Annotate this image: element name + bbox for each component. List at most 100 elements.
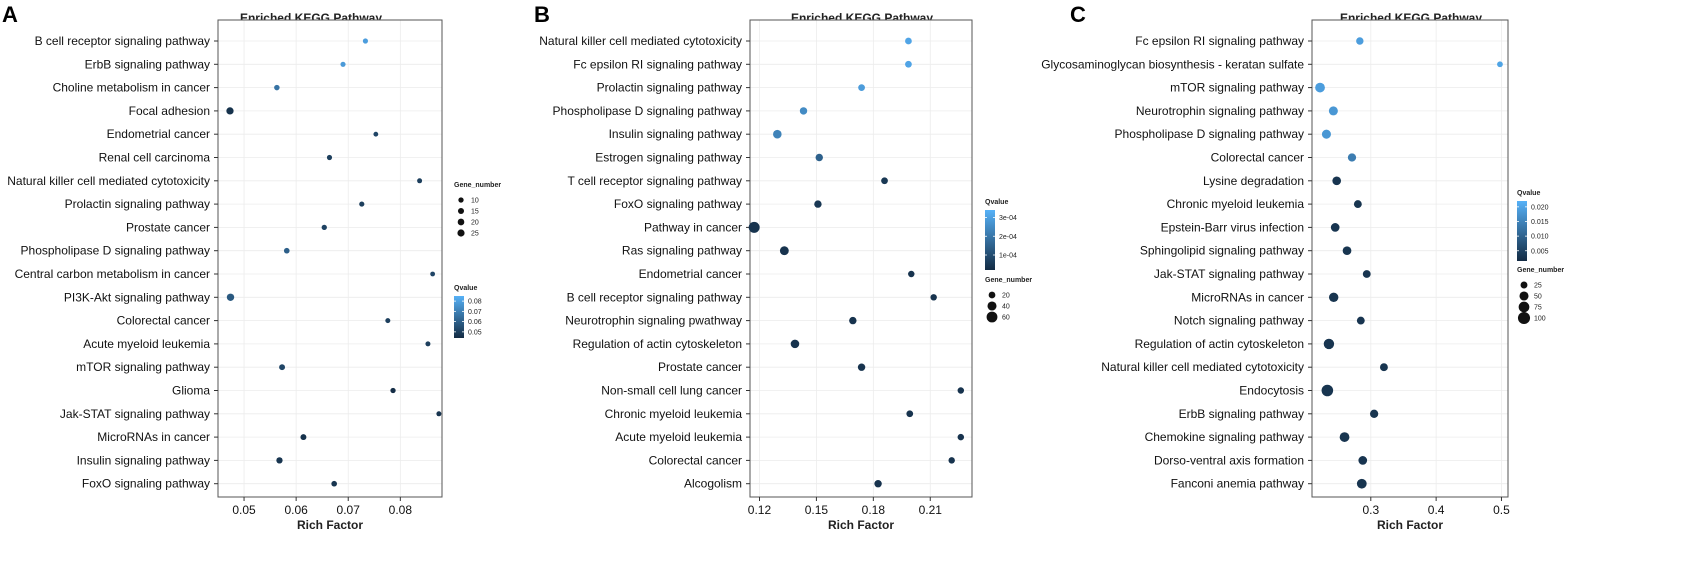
y-tick-label: Insulin signaling pathway (77, 453, 210, 467)
color-legend-label: 2e-04 (999, 234, 1017, 241)
size-legend-symbol (1519, 291, 1529, 301)
data-point (857, 363, 866, 371)
data-point (226, 293, 235, 301)
y-tick-label: ErbB signaling pathway (85, 57, 210, 71)
size-legend-symbol (457, 218, 465, 226)
y-tick-label: Lysine degradation (1203, 174, 1304, 188)
data-point (1356, 37, 1364, 45)
size-legend-label: 75 (1534, 305, 1542, 312)
size-legend-label: 10 (471, 198, 479, 205)
data-point (283, 247, 290, 254)
y-tick-label: MicroRNAs in cancer (1191, 290, 1304, 304)
data-point (425, 341, 431, 347)
data-point (362, 38, 369, 44)
y-tick-label: Phospholipase D signaling pathway (21, 244, 210, 258)
plot-area (218, 20, 442, 497)
color-legend-label: 0.08 (468, 299, 482, 306)
data-point (906, 410, 914, 418)
color-legend-bar (985, 210, 995, 270)
y-tick-label: Neurotrophin signaling pwathway (565, 314, 742, 328)
data-point (905, 60, 912, 68)
y-tick-label: Endometrial cancer (639, 267, 742, 281)
data-point (814, 200, 822, 208)
data-point (226, 107, 234, 115)
data-point (390, 387, 396, 394)
data-point (1339, 432, 1350, 442)
data-point (849, 316, 857, 325)
data-point (1321, 384, 1334, 397)
plot-border (1311, 19, 1509, 498)
size-legend-symbol (986, 311, 998, 323)
data-point (1328, 292, 1339, 303)
y-tick-label: Renal cell carcinoma (99, 151, 211, 165)
y-tick-label: Acute myeloid leukemia (615, 430, 742, 444)
size-legend-symbol (457, 207, 465, 215)
y-tick-label: Colorectal cancer (1211, 151, 1304, 165)
data-point (340, 61, 346, 67)
data-point (908, 270, 915, 278)
y-tick-label: Prolactin signaling pathway (597, 81, 742, 95)
y-tick-label: Alcogolism (684, 477, 742, 491)
y-tick-label: Colorectal cancer (117, 314, 210, 328)
data-point (359, 201, 365, 207)
size-legend-label: 25 (471, 231, 479, 238)
data-point (858, 84, 865, 91)
data-point (373, 131, 379, 137)
y-tick-label: Glycosaminoglycan biosynthesis - keratan… (1041, 57, 1304, 71)
x-tick-label: 0.08 (389, 503, 413, 517)
y-tick-label: Insulin signaling pathway (609, 127, 742, 141)
data-point (1362, 270, 1371, 278)
size-legend-label: 20 (1002, 293, 1010, 300)
color-legend-bar (454, 296, 464, 338)
data-point (279, 364, 286, 371)
y-tick-label: Ras signaling pathway (622, 244, 742, 258)
data-point (1353, 200, 1362, 209)
y-tick-label: Fc epsilon RI signaling pathway (1135, 34, 1304, 48)
size-legend-symbol (458, 197, 464, 203)
data-point (385, 318, 391, 324)
size-legend-label: 20 (471, 220, 479, 227)
y-tick-label: Acute myeloid leukemia (83, 337, 210, 351)
y-tick-label: MicroRNAs in cancer (97, 430, 210, 444)
y-tick-label: FoxO signaling pathway (82, 477, 210, 491)
size-legend-symbol (988, 291, 996, 299)
y-tick-label: Notch signaling pathway (1174, 314, 1304, 328)
data-point (1358, 456, 1368, 465)
data-point (321, 224, 327, 231)
data-point (881, 177, 888, 185)
x-tick-label: 0.4 (1428, 503, 1445, 517)
data-point (779, 246, 789, 256)
y-tick-label: Endometrial cancer (107, 127, 210, 141)
y-tick-label: mTOR signaling pathway (1170, 81, 1304, 95)
y-tick-label: Prolactin signaling pathway (65, 197, 210, 211)
panel-label: A (2, 2, 18, 27)
x-axis-title: Rich Factor (297, 518, 363, 532)
size-legend-symbol (1517, 311, 1531, 325)
color-legend-label: 0.015 (1531, 219, 1549, 226)
data-point (276, 457, 283, 464)
color-legend-title: Qvalue (454, 285, 477, 292)
data-point (790, 339, 800, 349)
size-legend-label: 15 (471, 209, 479, 216)
data-point (1356, 478, 1367, 489)
color-legend-label: 0.005 (1531, 248, 1549, 255)
y-tick-label: mTOR signaling pathway (76, 360, 210, 374)
data-point (1356, 316, 1365, 325)
y-tick-label: Chronic myeloid leukemia (605, 407, 743, 421)
y-tick-label: Fc epsilon RI signaling pathway (573, 57, 742, 71)
data-point (874, 479, 882, 488)
y-tick-label: Prostate cancer (658, 360, 742, 374)
x-tick-label: 0.12 (748, 503, 772, 517)
data-point (748, 221, 760, 233)
y-tick-label: Natural killer cell mediated cytotoxicit… (7, 174, 210, 188)
data-point (1323, 338, 1335, 350)
data-point (430, 271, 436, 277)
y-tick-label: Natural killer cell mediated cytotoxicit… (539, 34, 742, 48)
y-tick-label: Glioma (172, 384, 210, 398)
y-tick-label: Chemokine signaling pathway (1145, 430, 1304, 444)
data-point (799, 107, 808, 115)
data-point (436, 411, 442, 417)
y-tick-label: Estrogen signaling pathway (595, 151, 742, 165)
